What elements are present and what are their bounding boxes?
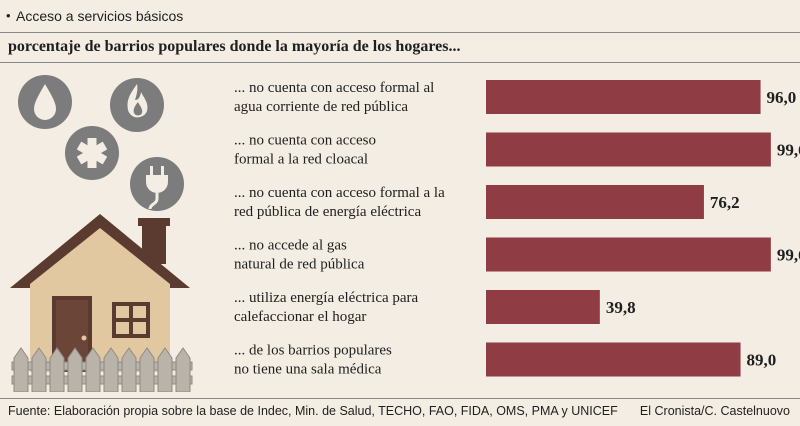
category-label-4: ... utiliza energía eléctrica para calefa… [234,290,419,325]
house [10,214,190,372]
bar-2 [486,185,704,219]
chart-subtitle: porcentaje de barrios populares donde la… [8,38,461,55]
bar-1 [486,132,771,167]
header-title: Acceso a servicios básicos [16,8,184,24]
bar-3 [486,237,771,272]
category-label-1: ... no cuenta con acceso formal a la red … [234,133,376,168]
credit-note: El Cronista/C. Castelnuovo [639,404,790,418]
value-label-4: 39,8 [606,298,636,317]
category-label-5: ... de los barrios populares no tiene una… [234,343,392,378]
category-label-3: ... no accede al gas natural de red públi… [234,238,365,273]
category-label-0: ... no cuenta con acceso formal al agua c… [234,80,434,115]
house-illustration [10,75,193,392]
header-bullet: • [6,8,11,23]
header: • Acceso a servicios básicos [0,0,800,33]
bar-4 [486,290,600,324]
bar-5 [486,342,741,377]
picket-fence [11,347,193,392]
value-label-0: 96,0 [767,88,797,107]
top-divider [0,62,800,63]
medical-star-icon [65,126,119,180]
electric-plug-icon [130,157,184,211]
value-label-3: 99,6 [777,246,800,265]
value-label-1: 99,6 [777,141,800,160]
water-drop-icon [18,75,72,129]
bottom-divider [0,398,800,399]
value-label-5: 89,0 [747,351,777,370]
category-label-2: ... no cuenta con acceso formal a la red … [234,185,445,220]
bar-0 [486,80,761,114]
source-note: Fuente: Elaboración propia sobre la base… [8,404,618,418]
flame-icon [110,78,164,132]
value-label-2: 76,2 [710,193,740,212]
